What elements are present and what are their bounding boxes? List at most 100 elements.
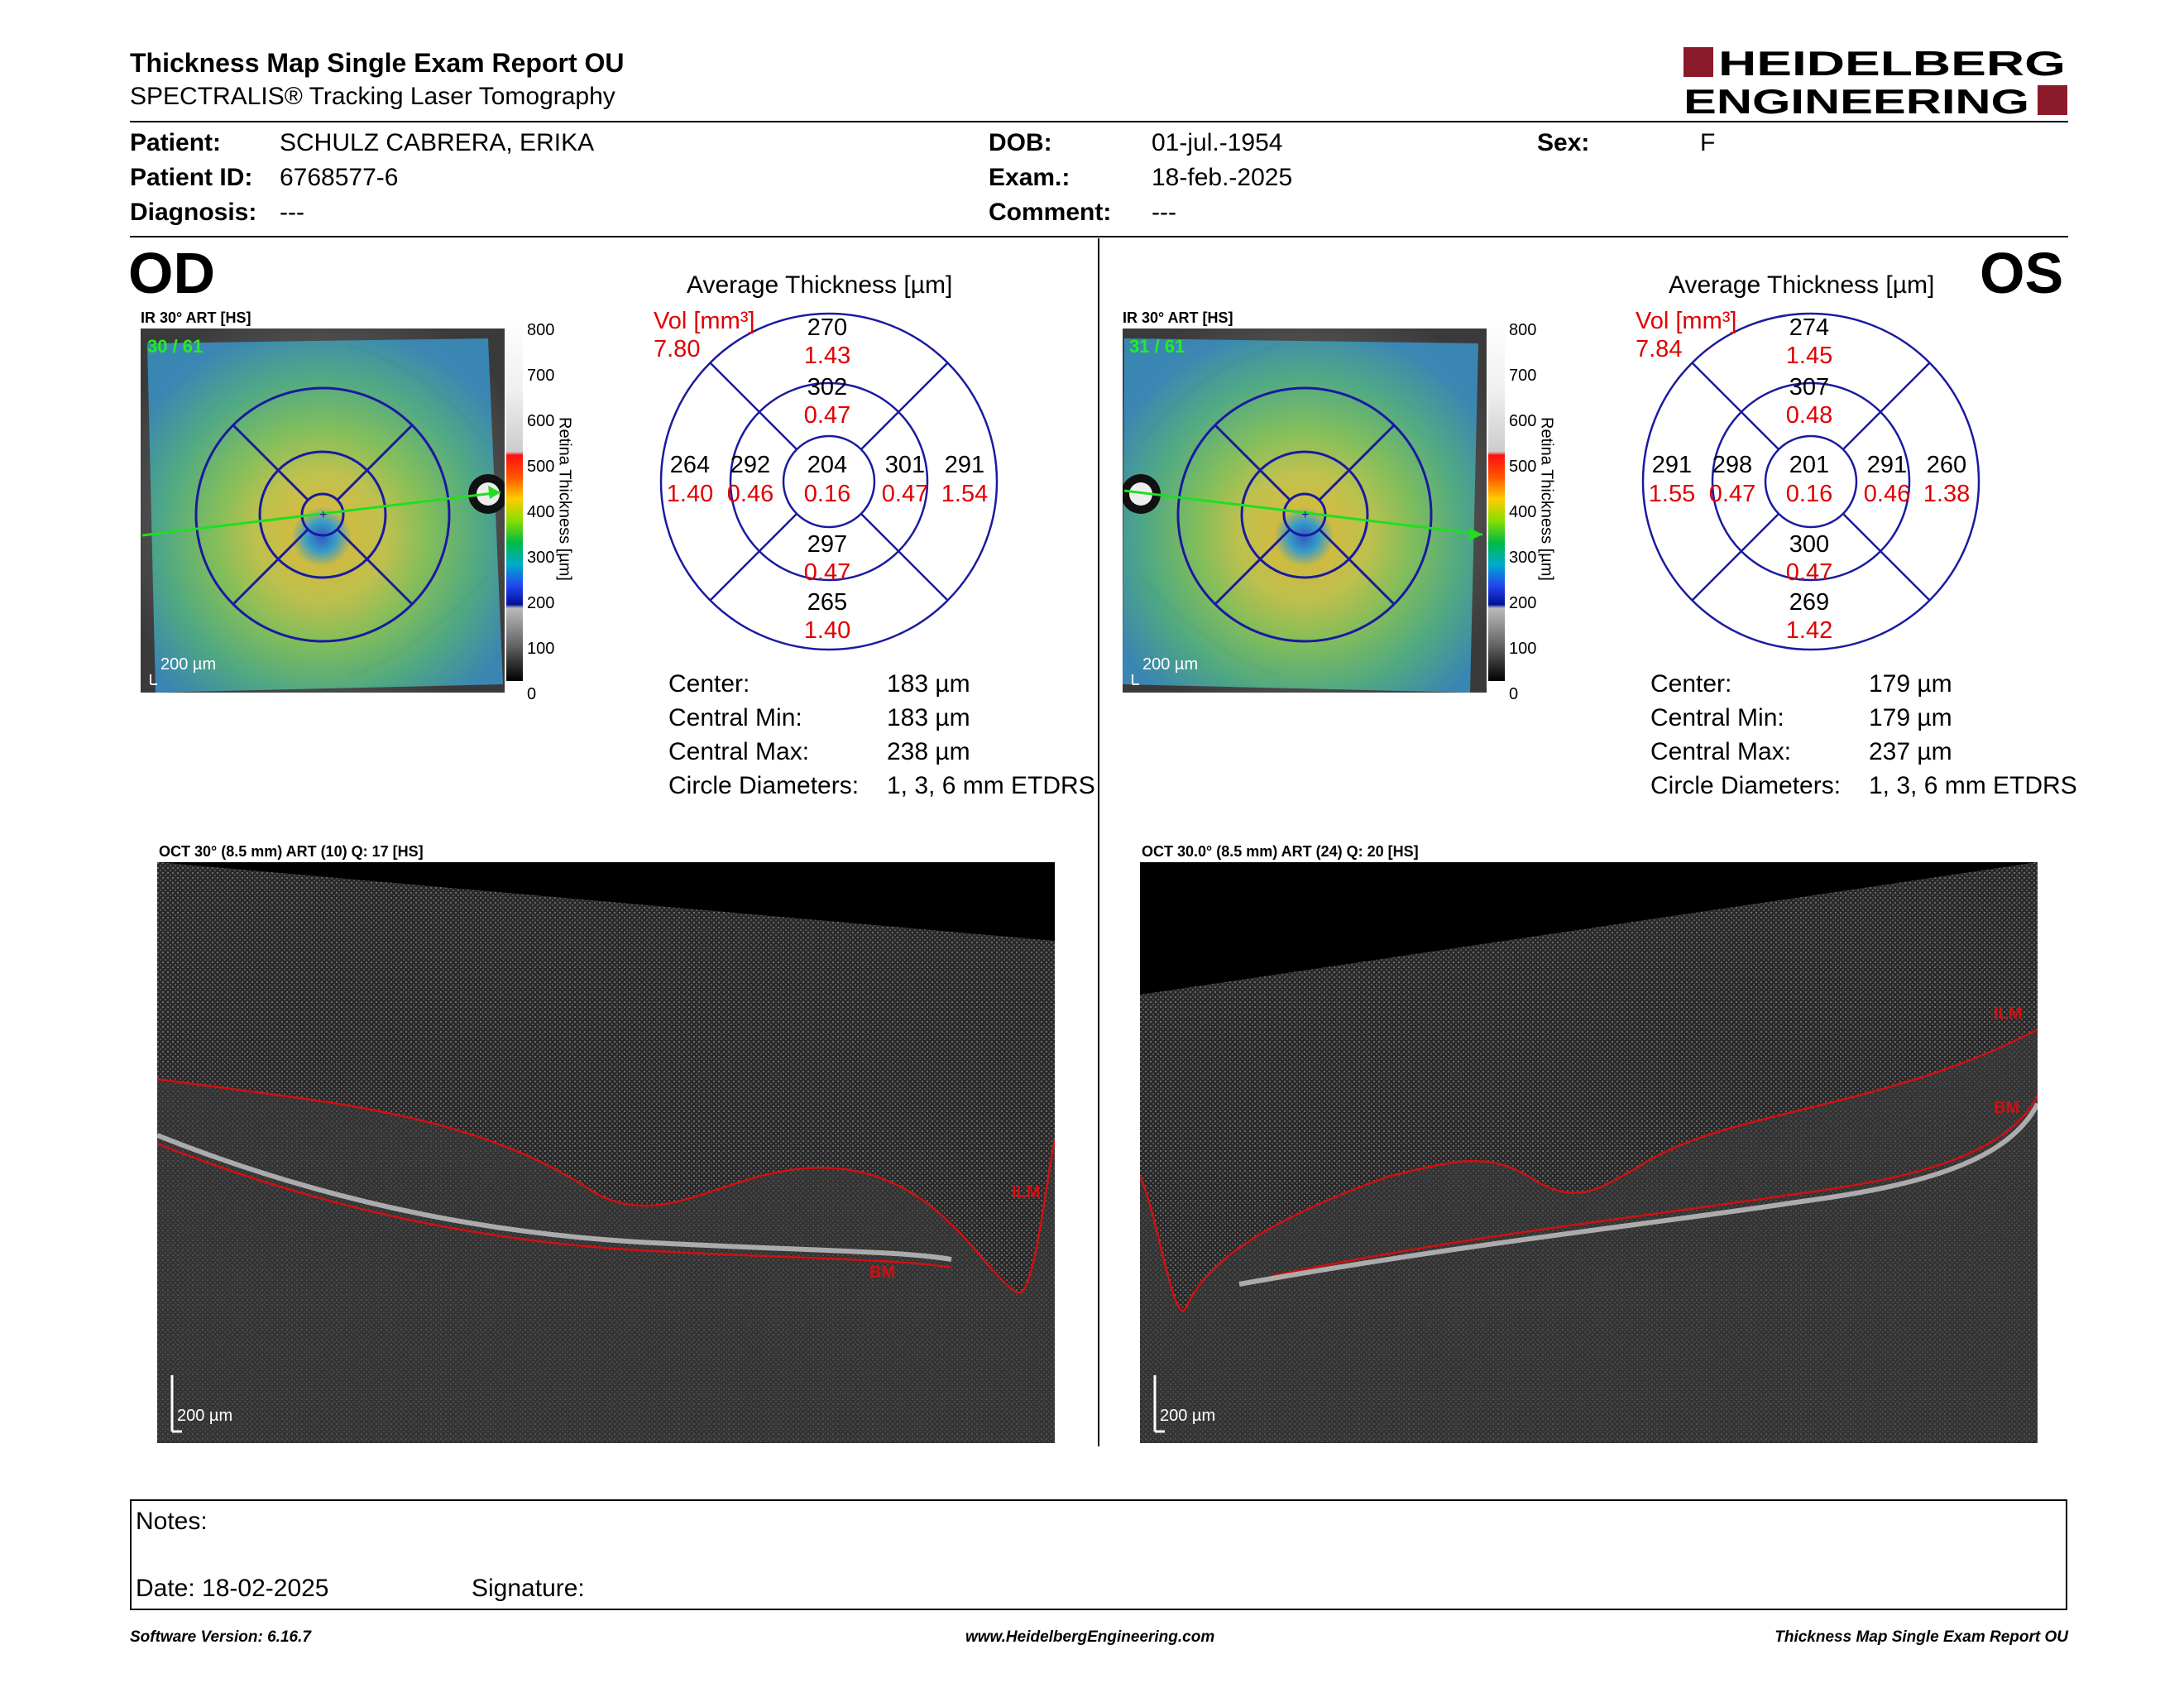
os-outer-inf-volume: 1.42 xyxy=(1785,617,1833,644)
exam-label: Exam.: xyxy=(989,164,1070,191)
dob-label: DOB: xyxy=(989,129,1052,156)
os-outer-sup-volume: 1.45 xyxy=(1785,343,1833,369)
diagnosis-value: --- xyxy=(280,199,304,226)
od-vol-value: 7.80 xyxy=(654,336,701,362)
os-outer-left-thickness: 291 xyxy=(1651,452,1693,478)
os-inner-left-volume: 0.47 xyxy=(1708,481,1756,507)
os-thickness-map: + xyxy=(1121,328,1487,693)
os-eye-label: OS xyxy=(1980,241,2064,305)
exam-date: 18-feb.-2025 xyxy=(1152,164,1293,191)
od-inner-left-volume: 0.46 xyxy=(726,481,774,507)
od-center-volume: 0.16 xyxy=(803,481,851,507)
os-outer-right-volume: 1.38 xyxy=(1923,481,1971,507)
os-ir-count: 31 / 61 xyxy=(1129,336,1185,357)
od-colorbar-ticks: 800 700 600 500 400 300 200 100 0 xyxy=(527,321,555,703)
os-colorbar xyxy=(1488,317,1505,681)
os-stat-value: 179 µm xyxy=(1869,704,1952,731)
svg-text:+: + xyxy=(319,508,327,522)
patient-id: 6768577-6 xyxy=(280,164,399,191)
od-inner-right-thickness: 301 xyxy=(884,452,926,478)
od-inner-inf-thickness: 297 xyxy=(807,531,848,558)
od-outer-left-volume: 1.40 xyxy=(666,481,714,507)
os-avg-title: Average Thickness [µm] xyxy=(1669,271,1935,299)
os-vol-label: Vol [mm³] xyxy=(1636,308,1737,334)
svg-text:+: + xyxy=(1301,508,1309,522)
patient-label: Patient: xyxy=(130,129,222,156)
os-colorbar-label: Retina Thickness [µm] xyxy=(1537,417,1556,581)
os-vol-value: 7.84 xyxy=(1636,336,1683,362)
os-inner-right-thickness: 291 xyxy=(1866,452,1908,478)
od-oct-label: OCT 30° (8.5 mm) ART (10) Q: 17 [HS] xyxy=(159,843,424,860)
os-stat-label: Center: xyxy=(1650,670,1732,698)
od-thickness-map: + xyxy=(141,328,508,693)
od-colorbar xyxy=(506,317,523,681)
date-label: Date: 18-02-2025 xyxy=(136,1575,329,1602)
od-outer-sup-volume: 1.43 xyxy=(803,343,851,369)
os-inner-sup-thickness: 307 xyxy=(1789,374,1830,400)
od-outer-right-thickness: 291 xyxy=(944,452,985,478)
os-ilm-label: ILM xyxy=(1994,1005,2023,1023)
od-ir-scale: 200 µm xyxy=(160,655,217,674)
os-stat-label: Circle Diameters: xyxy=(1650,772,1842,799)
os-outer-inf-thickness: 269 xyxy=(1789,589,1830,616)
os-inner-sup-volume: 0.48 xyxy=(1785,402,1833,429)
os-outer-left-volume: 1.55 xyxy=(1648,481,1696,507)
eye-divider xyxy=(1098,238,1099,1446)
sex-label: Sex: xyxy=(1537,129,1590,156)
os-oct-scale: 200 µm xyxy=(1160,1407,1216,1425)
od-ilm-label: ILM xyxy=(1012,1183,1041,1201)
footer-version: Software Version: 6.16.7 xyxy=(130,1628,311,1646)
patient-name: SCHULZ CABRERA, ERIKA xyxy=(280,129,595,156)
os-colorbar-ticks: 800 700 600 500 400 300 200 100 0 xyxy=(1509,321,1537,703)
os-inner-inf-thickness: 300 xyxy=(1789,531,1830,558)
os-stat-value: 237 µm xyxy=(1869,738,1952,765)
od-stat-value: 1, 3, 6 mm ETDRS xyxy=(887,772,1095,799)
od-inner-inf-volume: 0.47 xyxy=(803,559,851,586)
os-stat-value: 1, 3, 6 mm ETDRS xyxy=(1869,772,2077,799)
comment-value: --- xyxy=(1152,199,1176,226)
footer-url[interactable]: www.HeidelbergEngineering.com xyxy=(965,1628,1215,1646)
od-stat-value: 238 µm xyxy=(887,738,970,765)
footer-report-name: Thickness Map Single Exam Report OU xyxy=(1774,1628,2068,1646)
od-colorbar-label: Retina Thickness [µm] xyxy=(555,417,574,581)
os-outer-sup-thickness: 274 xyxy=(1789,314,1830,341)
od-inner-left-thickness: 292 xyxy=(730,452,771,478)
od-vol-label: Vol [mm³] xyxy=(654,308,755,334)
notes-label: Notes: xyxy=(136,1508,208,1535)
os-stat-label: Central Max: xyxy=(1650,738,1792,765)
os-inner-left-thickness: 298 xyxy=(1712,452,1753,478)
os-inner-right-volume: 0.46 xyxy=(1863,481,1911,507)
od-bm-label: BM xyxy=(869,1264,896,1282)
od-stat-label: Central Min: xyxy=(668,704,802,731)
notes-box xyxy=(130,1499,2067,1610)
od-oct-scale: 200 µm xyxy=(177,1407,233,1425)
od-stat-label: Circle Diameters: xyxy=(668,772,860,799)
diagnosis-label: Diagnosis: xyxy=(130,199,257,226)
os-center-thickness: 201 xyxy=(1789,452,1830,478)
os-stat-value: 179 µm xyxy=(1869,670,1952,698)
os-inner-inf-volume: 0.47 xyxy=(1785,559,1833,586)
od-etdrs-grid xyxy=(658,310,1001,654)
od-ir-count: 30 / 61 xyxy=(147,336,204,357)
os-etdrs-grid xyxy=(1640,310,1983,654)
od-eye-label: OD xyxy=(128,241,215,305)
os-stat-label: Central Min: xyxy=(1650,704,1784,731)
od-outer-left-thickness: 264 xyxy=(669,452,711,478)
od-outer-right-volume: 1.54 xyxy=(941,481,989,507)
os-ir-scale: 200 µm xyxy=(1142,655,1199,674)
os-outer-right-thickness: 260 xyxy=(1926,452,1967,478)
od-inner-right-volume: 0.47 xyxy=(881,481,929,507)
svg-text:HEIDELBERG: HEIDELBERG xyxy=(1718,46,2066,83)
od-inner-sup-volume: 0.47 xyxy=(803,402,851,429)
os-bm-label: BM xyxy=(1994,1099,2020,1117)
signature-label: Signature: xyxy=(472,1575,585,1602)
comment-label: Comment: xyxy=(989,199,1112,226)
sex-value: F xyxy=(1700,129,1716,156)
od-stat-value: 183 µm xyxy=(887,704,970,731)
os-ir-label: IR 30° ART [HS] xyxy=(1123,309,1233,326)
od-avg-title: Average Thickness [µm] xyxy=(687,271,953,299)
dob-value: 01-jul.-1954 xyxy=(1152,129,1283,156)
os-oct-bscan xyxy=(1138,862,2040,1443)
od-outer-inf-volume: 1.40 xyxy=(803,617,851,644)
od-oct-bscan xyxy=(156,862,1056,1443)
